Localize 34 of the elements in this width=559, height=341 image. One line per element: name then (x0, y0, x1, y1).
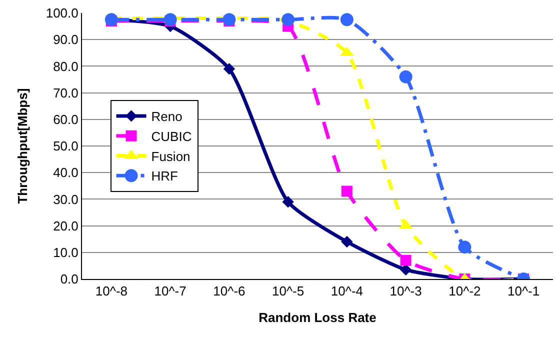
legend-label: CUBIC (151, 128, 192, 144)
y-tick-label: 20.0 (53, 218, 78, 234)
point (223, 63, 236, 75)
y-tick-label: 90.0 (53, 32, 78, 48)
point (341, 236, 353, 248)
x-tick-label: 10^-5 (272, 284, 304, 299)
x-axis-title: Random Loss Rate (258, 310, 376, 326)
point (341, 186, 352, 197)
point (399, 70, 412, 84)
y-axis-title: Throughput[Mbps] (14, 88, 30, 204)
y-tick-label: 30.0 (53, 192, 78, 207)
point (340, 13, 354, 26)
y-tick-label: 100.0 (46, 6, 78, 21)
point (282, 13, 295, 26)
point (282, 196, 294, 208)
x-tick-label: 10^-2 (448, 284, 481, 299)
y-tick-label: 10.0 (53, 244, 78, 260)
y-tick-label: 70.0 (53, 85, 78, 100)
point (400, 254, 412, 266)
y-tick-label: 80.0 (53, 58, 78, 74)
y-tick-label: 0.0 (60, 272, 78, 287)
x-tick-label: 10^-6 (213, 284, 246, 299)
y-tick-label: 40.0 (53, 165, 78, 180)
legend-label: HRF (151, 168, 178, 184)
point (458, 240, 472, 254)
x-tick-label: 10^-7 (154, 284, 186, 299)
y-tick-label: 60.0 (53, 112, 78, 127)
legend-label: Reno (151, 109, 182, 124)
legend-label: Fusion (151, 148, 190, 164)
x-tick-label: 10^-8 (95, 284, 128, 299)
x-tick-label: 10^-1 (507, 284, 540, 299)
y-tick-label: 50.0 (53, 138, 78, 154)
x-tick-label: 10^-4 (330, 284, 364, 299)
x-tick-label: 10^-3 (390, 284, 422, 299)
